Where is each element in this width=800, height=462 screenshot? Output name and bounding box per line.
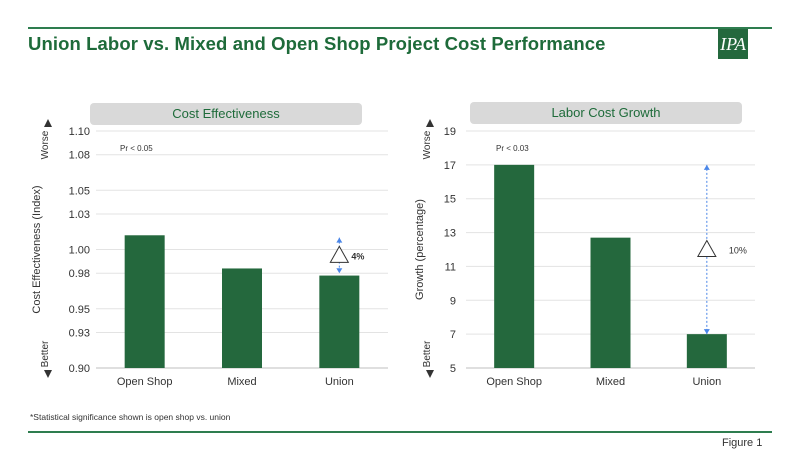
cost-effectiveness-ytick-label: 1.05 — [69, 185, 90, 197]
cost-effectiveness-ytick-label: 1.10 — [69, 126, 90, 138]
labor-cost-growth-bar-union — [686, 334, 727, 368]
labor-cost-growth-ytick-label: 9 — [450, 295, 456, 307]
cost-effectiveness-ytick-label: 1.00 — [69, 245, 90, 257]
cost-effectiveness-significance-note: Pr < 0.05 — [120, 144, 153, 153]
labor-cost-growth-category-label: Union — [692, 376, 721, 388]
labor-cost-growth-significance-note: Pr < 0.03 — [496, 144, 529, 153]
ipa-logo: IPA — [718, 29, 748, 59]
chart-title-labor-cost-growth: Labor Cost Growth — [470, 102, 742, 124]
labor-cost-growth-ytick-label: 17 — [444, 160, 456, 172]
labor-cost-growth-category-label: Mixed — [596, 376, 625, 388]
cost-effectiveness-ytick-label: 0.95 — [69, 304, 90, 316]
labor-cost-growth-worse-arrow-icon — [426, 119, 434, 127]
cost-effectiveness-worse-arrow-icon — [44, 119, 52, 127]
footnote: *Statistical significance shown is open … — [30, 412, 231, 422]
labor-cost-growth-delta-arrow-down-icon — [703, 329, 710, 335]
cost-effectiveness-ytick-label: 1.03 — [69, 209, 90, 221]
labor-cost-growth-ytick-label: 19 — [444, 126, 456, 138]
cost-effectiveness-bar-mixed — [222, 268, 262, 368]
page-title: Union Labor vs. Mixed and Open Shop Proj… — [28, 33, 606, 54]
labor-cost-growth-better-arrow-icon — [426, 370, 434, 378]
labor-cost-growth-delta-arrow-up-icon — [703, 164, 710, 170]
labor-cost-growth-ytick-label: 15 — [444, 194, 456, 206]
chart-title-cost-effectiveness: Cost Effectiveness — [90, 103, 362, 125]
labor-cost-growth-worse-label: Worse — [422, 130, 433, 159]
labor-cost-growth-ytick-label: 7 — [450, 329, 456, 341]
cost-effectiveness-bar-open-shop — [124, 235, 165, 368]
labor-cost-growth-y-axis-title: Growth (percentage) — [414, 199, 426, 300]
cost-effectiveness-delta-triangle-icon — [329, 245, 350, 263]
cost-effectiveness-better-label: Better — [40, 340, 51, 367]
figure-label: Figure 1 — [722, 437, 763, 449]
cost-effectiveness-ytick-label: 1.08 — [69, 150, 90, 162]
cost-effectiveness-ytick-label: 0.90 — [69, 363, 90, 375]
labor-cost-growth-bar-mixed — [590, 237, 631, 368]
labor-cost-growth-better-label: Better — [422, 340, 433, 367]
cost-effectiveness-category-label: Union — [325, 376, 354, 388]
cost-effectiveness-delta-arrow-down-icon — [336, 268, 343, 274]
cost-effectiveness-better-arrow-icon — [44, 370, 52, 378]
labor-cost-growth-ytick-label: 11 — [445, 261, 456, 273]
cost-effectiveness-category-label: Mixed — [227, 376, 256, 388]
top-rule — [28, 27, 772, 29]
cost-effectiveness-delta-arrow-up-icon — [336, 237, 343, 243]
labor-cost-growth-bar-open-shop — [494, 164, 535, 368]
labor-cost-growth-delta-triangle-icon — [696, 239, 717, 257]
cost-effectiveness-worse-label: Worse — [40, 130, 51, 159]
labor-cost-growth-category-label: Open Shop — [486, 376, 542, 388]
cost-effectiveness-delta-label: 4% — [351, 251, 364, 261]
labor-cost-growth-ytick-label: 5 — [450, 363, 456, 375]
labor-cost-growth-ytick-label: 13 — [444, 228, 456, 240]
cost-effectiveness-bar-union — [319, 275, 360, 368]
cost-effectiveness-ytick-label: 0.93 — [69, 327, 90, 339]
cost-effectiveness-category-label: Open Shop — [117, 376, 173, 388]
cost-effectiveness-y-axis-title: Cost Effectiveness (Index) — [31, 185, 43, 313]
bottom-rule — [28, 431, 772, 433]
labor-cost-growth-delta-label: 10% — [729, 246, 747, 256]
cost-effectiveness-ytick-label: 0.98 — [69, 268, 90, 280]
